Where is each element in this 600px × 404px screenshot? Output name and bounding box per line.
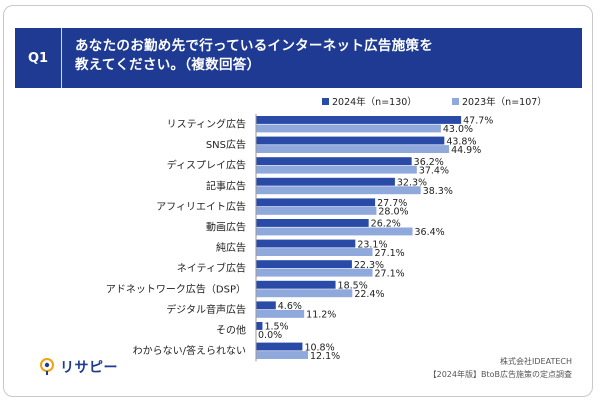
bar [256, 219, 369, 227]
bar [256, 116, 462, 124]
data-label: 1.5% [264, 322, 288, 333]
data-label: 32.3% [397, 178, 427, 189]
bar [256, 124, 441, 133]
bar [256, 186, 421, 195]
category-label: 純広告 [216, 241, 246, 254]
category-label: SNS広告 [206, 138, 246, 151]
category-label: リスティング広告 [167, 118, 246, 131]
brand-logo-text: リサピー [60, 360, 118, 376]
data-label: 27.1% [375, 268, 405, 279]
source-survey: 【2024年版】BtoB広告施策の定点調査 [428, 370, 572, 379]
bar [256, 165, 417, 174]
bar [256, 248, 373, 256]
data-label: 22.4% [354, 289, 384, 300]
data-label: 0.0% [258, 330, 282, 341]
legend-swatch [452, 98, 459, 105]
category-label: デジタル音声広告 [166, 303, 246, 316]
bar [256, 227, 413, 236]
category-label: アドネットワーク広告（DSP） [106, 282, 246, 295]
data-label: 28.0% [378, 207, 408, 218]
data-label: 12.1% [310, 351, 340, 362]
bar [256, 301, 276, 310]
bar [256, 260, 352, 269]
bar [256, 289, 353, 298]
category-label: ディスプレイ広告 [167, 159, 246, 172]
legend-label: 2023年（n=107） [462, 96, 547, 108]
bar [256, 322, 263, 330]
data-label: 27.1% [375, 248, 405, 259]
bar [256, 157, 412, 166]
data-label: 47.7% [463, 116, 493, 127]
bar [256, 351, 309, 359]
data-label: 11.2% [306, 310, 336, 321]
category-label: ネイティブ広告 [177, 262, 246, 275]
data-label: 4.6% [278, 301, 302, 312]
bar [256, 136, 445, 145]
bar [256, 280, 336, 289]
category-label: 動画広告 [206, 221, 246, 234]
data-label: 43.8% [446, 136, 476, 147]
legend-swatch [322, 98, 329, 105]
data-label: 36.2% [414, 157, 444, 168]
category-label: アフィリエイト広告 [156, 200, 246, 213]
data-label: 23.1% [357, 239, 387, 250]
bar [256, 177, 395, 186]
bar [256, 309, 305, 318]
data-label: 22.3% [354, 260, 384, 271]
question-header: Q1 あなたのお勤め先で行っているインターネット広告施策を 教えてください。（複… [15, 28, 582, 88]
data-label: 36.4% [415, 227, 445, 238]
legend-label: 2024年（n=130） [332, 96, 417, 108]
bar [256, 198, 376, 207]
bar [256, 342, 303, 351]
category-label: 記事広告 [206, 179, 246, 192]
source-note: 株式会社IDEATECH 【2024年版】BtoB広告施策の定点調査 [429, 355, 572, 381]
bar [256, 268, 373, 277]
bar [256, 145, 450, 153]
data-label: 37.4% [419, 165, 449, 176]
data-label: 18.5% [338, 281, 368, 292]
data-label: 27.7% [377, 198, 407, 209]
data-label: 43.0% [443, 124, 473, 135]
category-label: わからない/答えられない [133, 344, 246, 357]
data-label: 38.3% [423, 186, 453, 197]
data-label: 44.9% [451, 145, 481, 156]
data-label: 26.2% [371, 219, 401, 230]
source-company: 株式会社IDEATECH [500, 357, 572, 366]
data-label: 10.8% [304, 342, 334, 353]
question-number: Q1 [15, 28, 62, 88]
category-label: その他 [216, 324, 246, 337]
brand-logo: リサピー [38, 357, 118, 377]
question-title: あなたのお勤め先で行っているインターネット広告施策を 教えてください。（複数回答… [75, 38, 434, 73]
bar [256, 206, 377, 215]
lightbulb-icon [40, 358, 54, 375]
bar [256, 239, 356, 248]
